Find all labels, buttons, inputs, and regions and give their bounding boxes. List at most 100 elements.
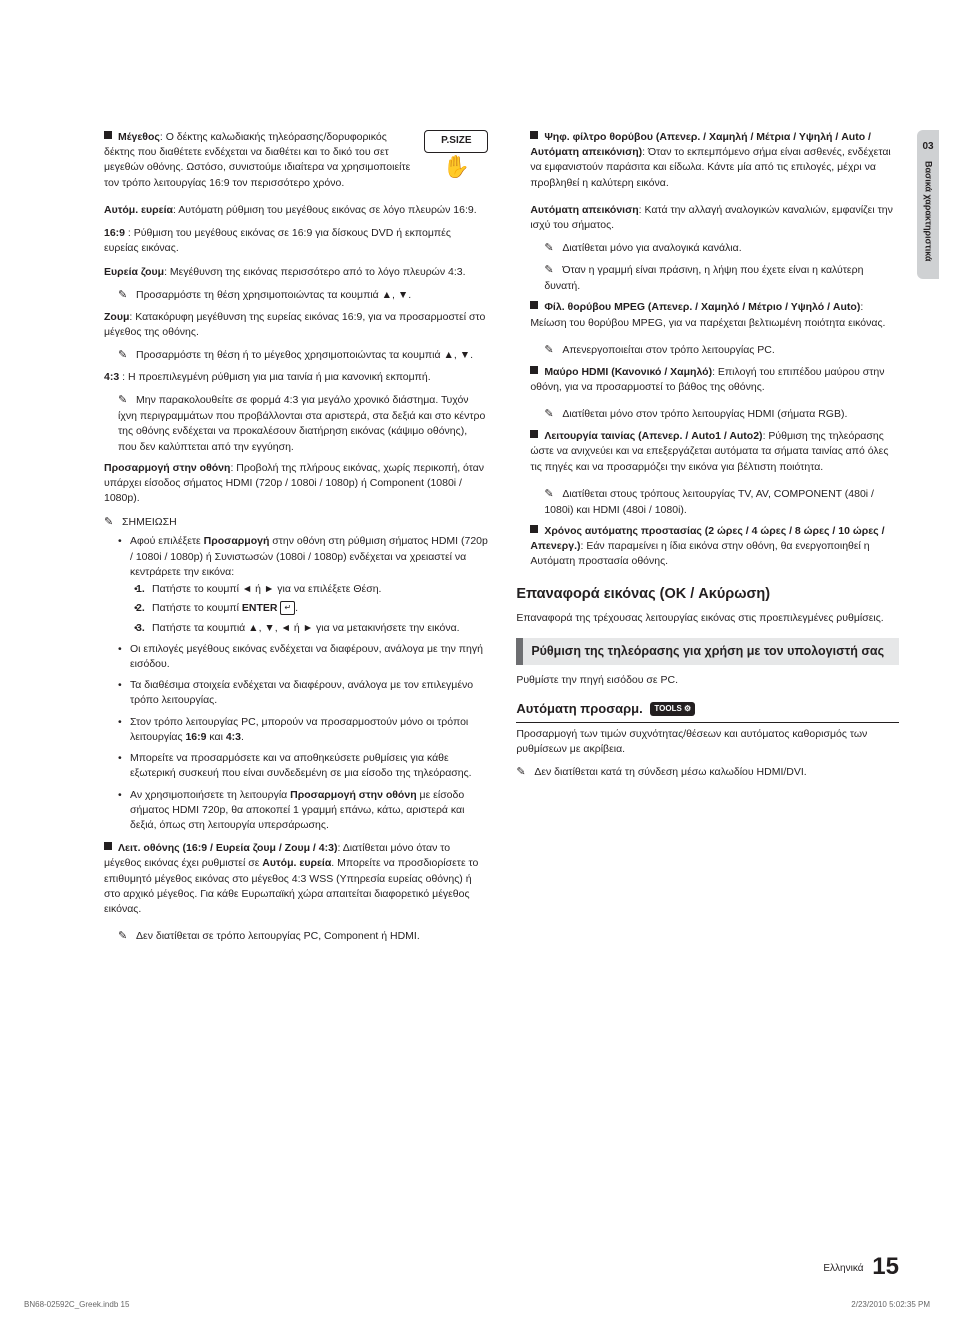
r43: 4:3 : Η προεπιλεγμένη ρύθμιση για μια τα… — [104, 370, 488, 385]
note-icon — [118, 930, 136, 942]
reset-body: Επαναφορά της τρέχουσας λειτουργίας εικό… — [516, 611, 899, 626]
print-meta: BN68-02592C_Greek.indb 15 2/23/2010 5:02… — [24, 1299, 930, 1311]
bul4e: . — [241, 731, 244, 743]
bul4c: και — [206, 731, 225, 743]
steps: 1.Πατήστε το κουμπί ◄ ή ► για να επιλέξε… — [136, 582, 488, 636]
list-item: Τα διαθέσιμα στοιχεία ενδέχεται να διαφέ… — [120, 678, 488, 708]
hdmiblk-note: Διατίθεται μόνο στον τρόπο λειτουργίας H… — [544, 407, 899, 423]
step-3: 3.Πατήστε τα κουμπιά ▲, ▼, ◄ ή ► για να … — [136, 621, 488, 636]
autovis-n2: Όταν η γραμμή είναι πράσινη, η λήψη που … — [544, 263, 899, 294]
zoom-note-text: Προσαρμόστε τη θέση ή το μέγεθος χρησιμο… — [136, 349, 473, 361]
note-icon — [544, 264, 562, 276]
list-item: Οι επιλογές μεγέθους εικόνας ενδέχεται ν… — [120, 642, 488, 672]
wide-zoom: Ευρεία ζουμ: Μεγέθυνση της εικόνας περισ… — [104, 265, 488, 280]
step2c: . — [295, 602, 298, 614]
fit-title: Προσαρμογή στην οθόνη — [104, 462, 230, 474]
size-block: P.SIZE ✋ Μέγεθος: Ο δέκτης καλωδιακής τη… — [104, 130, 488, 191]
tools-icon: TOOLS — [650, 702, 695, 716]
zoom-title: Ζουμ — [104, 311, 129, 323]
section-label: Βασικά χαρακτηριστικά — [921, 161, 934, 261]
ratio-169: 16:9 : Ρύθμιση του μεγέθους εικόνας σε 1… — [104, 226, 488, 256]
step3-text: Πατήστε τα κουμπιά ▲, ▼, ◄ ή ► για να με… — [152, 622, 460, 634]
dnf: Ψηφ. φίλτρο θορύβου (Απενερ. / Χαμηλή / … — [530, 130, 899, 191]
footer-lang: Ελληνικά — [823, 1263, 863, 1274]
film-title: Λειτουργία ταινίας (Απενερ. / Auto1 / Au… — [544, 430, 762, 442]
simiosi-label: ΣΗΜΕΙΩΣΗ — [122, 516, 177, 528]
fit: Προσαρμογή στην οθόνη: Προβολή της πλήρο… — [104, 461, 488, 507]
note-icon — [104, 516, 122, 528]
bullet-square-icon — [104, 131, 112, 139]
auto-heading: Αυτόματη προσαρμ. TOOLS — [516, 700, 899, 723]
bullet-square-icon — [530, 430, 538, 438]
mpeg-note: Απενεργοποιείται στον τρόπο λειτουργίας … — [544, 343, 899, 359]
note-icon — [118, 349, 136, 361]
side-tab: 03 Βασικά χαρακτηριστικά — [917, 130, 939, 279]
reset-heading: Επαναφορά εικόνας (OK / Ακύρωση) — [516, 584, 899, 605]
bul4a: Στον τρόπο λειτουργίας PC, μπορούν να πρ… — [130, 716, 468, 743]
bullet-square-icon — [530, 131, 538, 139]
psize-button-label: P.SIZE — [424, 130, 488, 153]
print-file: BN68-02592C_Greek.indb 15 — [24, 1299, 129, 1311]
list-item: Αφού επιλέξετε Προσαρμογή στην οθόνη στη… — [120, 534, 488, 635]
bullet-square-icon — [530, 366, 538, 374]
auto-wide: Αυτόμ. ευρεία: Αυτόματη ρύθμιση του μεγέ… — [104, 203, 488, 218]
auto-note-text: Δεν διατίθεται κατά τη σύνδεση μέσω καλω… — [534, 766, 806, 778]
film: Λειτουργία ταινίας (Απενερ. / Auto1 / Au… — [530, 429, 899, 475]
autovis-n2-text: Όταν η γραμμή είναι πράσινη, η λήψη που … — [544, 264, 863, 292]
list-item: Στον τρόπο λειτουργίας PC, μπορούν να πρ… — [120, 715, 488, 745]
bul4b: 16:9 — [185, 731, 206, 743]
screen-mode: Λειτ. οθόνης (16:9 / Ευρεία ζουμ / Ζουμ … — [104, 841, 488, 917]
zoom-body: : Κατακόρυφη μεγέθυνση της ευρείας εικόν… — [104, 311, 485, 338]
size-title: Μέγεθος — [118, 131, 160, 143]
pc-heading: Ρύθμιση της τηλεόρασης για χρήση με τον … — [516, 638, 899, 665]
step-1: 1.Πατήστε το κουμπί ◄ ή ► για να επιλέξε… — [136, 582, 488, 597]
r43-body: : Η προεπιλεγμένη ρύθμιση για μια ταινία… — [119, 371, 431, 383]
hdmiblk: Μαύρο HDMI (Κανονικό / Χαμηλό): Επιλογή … — [530, 365, 899, 395]
note-icon — [544, 488, 562, 500]
r169-title: 16:9 — [104, 227, 125, 239]
step-2: 2.Πατήστε το κουμπί ENTER ↵. — [136, 601, 488, 616]
autoprot-body: : Εάν παραμείνει η ίδια εικόνα στην οθόν… — [530, 540, 869, 567]
widezoom-body: : Μεγέθυνση της εικόνας περισσότερο από … — [164, 266, 465, 278]
bullet-square-icon — [530, 525, 538, 533]
autovis-n1-text: Διατίθεται μόνο για αναλογικά κανάλια. — [562, 242, 741, 254]
screen-mode-title: Λειτ. οθόνης (16:9 / Ευρεία ζουμ / Ζουμ … — [118, 842, 337, 854]
footer-page: 15 — [872, 1253, 899, 1280]
bul1b: Προσαρμογή — [204, 535, 270, 547]
note-icon — [544, 408, 562, 420]
bul6a: Αν χρησιμοποιήσετε τη λειτουργία — [130, 789, 290, 801]
r43-note: Μην παρακολουθείτε σε φορμά 4:3 για μεγά… — [118, 393, 488, 455]
note-icon — [118, 394, 136, 406]
film-note: Διατίθεται στους τρόπους λειτουργίας TV,… — [544, 487, 899, 518]
r43-title: 4:3 — [104, 371, 119, 383]
auto-note: Δεν διατίθεται κατά τη σύνδεση μέσω καλω… — [516, 765, 899, 781]
auto-heading-text: Αυτόματη προσαρμ. — [516, 701, 642, 716]
auto-wide-body: : Αυτόματη ρύθμιση του μεγέθους εικόνας … — [173, 204, 477, 216]
note-icon — [544, 242, 562, 254]
mpeg-note-text: Απενεργοποιείται στον τρόπο λειτουργίας … — [562, 344, 774, 356]
zoom-note: Προσαρμόστε τη θέση ή το μέγεθος χρησιμο… — [118, 348, 488, 364]
section-number: 03 — [920, 140, 936, 155]
bul4d: 4:3 — [226, 731, 241, 743]
auto-body: Προσαρμογή των τιμών συχνότητας/θέσεων κ… — [516, 727, 899, 757]
psize-remote: P.SIZE ✋ — [424, 130, 488, 178]
screen-mode-note: Δεν διατίθεται σε τρόπο λειτουργίας PC, … — [118, 929, 488, 945]
widezoom-note: Προσαρμόστε τη θέση χρησιμοποιώντας τα κ… — [118, 288, 488, 304]
mpeg: Φίλ. θορύβου MPEG (Απενερ. / Χαμηλό / Μέ… — [530, 300, 899, 330]
bul6b: Προσαρμογή στην οθόνη — [290, 789, 416, 801]
page-body: P.SIZE ✋ Μέγεθος: Ο δέκτης καλωδιακής τη… — [90, 130, 899, 1261]
left-column: P.SIZE ✋ Μέγεθος: Ο δέκτης καλωδιακής τη… — [90, 130, 488, 1261]
r169-body: : Ρύθμιση του μεγέθους εικόνας σε 16:9 γ… — [104, 227, 451, 254]
autoprot: Χρόνος αυτόματης προστασίας (2 ώρες / 4 … — [530, 524, 899, 570]
list-item: Μπορείτε να προσαρμόσετε και να αποθηκεύ… — [120, 751, 488, 781]
screen-mode-note-text: Δεν διατίθεται σε τρόπο λειτουργίας PC, … — [136, 930, 420, 942]
mpeg-title: Φίλ. θορύβου MPEG (Απενερ. / Χαμηλό / Μέ… — [544, 301, 860, 313]
print-timestamp: 2/23/2010 5:02:35 PM — [851, 1299, 930, 1311]
autovis-title: Αυτόματη απεικόνιση — [530, 204, 638, 216]
list-item: Αν χρησιμοποιήσετε τη λειτουργία Προσαρμ… — [120, 788, 488, 834]
widezoom-title: Ευρεία ζουμ — [104, 266, 164, 278]
note-icon — [544, 344, 562, 356]
step2b: ENTER — [242, 602, 278, 614]
widezoom-note-text: Προσαρμόστε τη θέση χρησιμοποιώντας τα κ… — [136, 289, 411, 301]
enter-icon: ↵ — [280, 601, 295, 615]
